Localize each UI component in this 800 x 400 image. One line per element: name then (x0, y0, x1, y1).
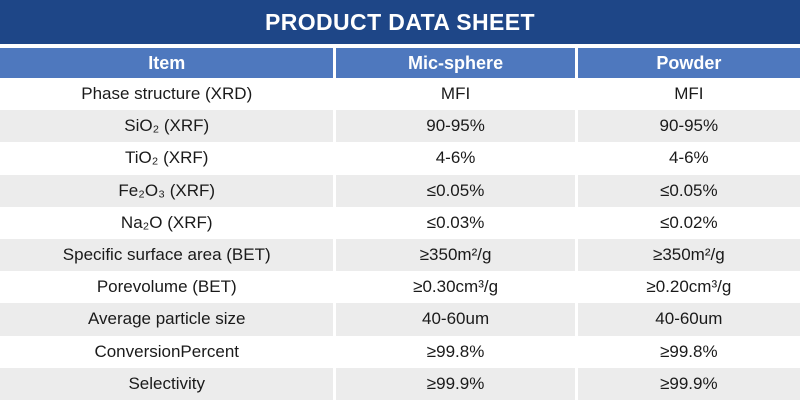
table-row: Selectivity ≥99.9% ≥99.9% (0, 367, 800, 400)
table-row: Porevolume (BET) ≥0.30cm³/g ≥0.20cm³/g (0, 271, 800, 304)
row-item-label: Porevolume (BET) (0, 271, 334, 304)
table-row: Specific surface area (BET) ≥350m²/g ≥350m… (0, 238, 800, 272)
title-divider (0, 44, 800, 48)
row-value: ≥99.8% (336, 335, 575, 368)
table-body: Phase structure (XRD) MFI MFI SiO₂ (XRF) 90-… (0, 78, 800, 400)
row-item-label: ConversionPercent (0, 335, 334, 368)
table-row: TiO₂ (XRF) 4-6% 4-6% (0, 142, 800, 175)
row-value: ≤0.03% (336, 206, 575, 239)
table-row: ConversionPercent ≥99.8% ≥99.8% (0, 335, 800, 368)
row-value: 40-60um (577, 303, 800, 336)
table-row: Fe₂O₃ (XRF) ≤0.05% ≤0.05% (0, 174, 800, 207)
row-value: ≤0.05% (577, 174, 800, 207)
row-value: ≥350m²/g (577, 238, 800, 272)
row-value: ≥0.30cm³/g (336, 271, 575, 304)
row-value: 90-95% (336, 110, 575, 143)
table-row: Phase structure (XRD) MFI MFI (0, 78, 800, 111)
column-header-mic-sphere: Mic-sphere (336, 48, 575, 78)
row-item-label: Specific surface area (BET) (0, 238, 334, 272)
row-item-label: Phase structure (XRD) (0, 78, 334, 111)
row-item-label: SiO₂ (XRF) (0, 110, 334, 143)
row-value: ≥99.9% (336, 367, 575, 400)
row-value: 90-95% (577, 110, 800, 143)
row-value: ≥99.8% (577, 335, 800, 368)
row-value: MFI (577, 78, 800, 111)
row-value: ≥350m²/g (336, 238, 575, 272)
row-item-label: Fe₂O₃ (XRF) (0, 174, 334, 207)
row-value: 4-6% (577, 142, 800, 175)
column-header-item: Item (0, 48, 334, 78)
row-value: ≤0.02% (577, 206, 800, 239)
page-title: PRODUCT DATA SHEET (265, 8, 535, 35)
table-header-row: Item Mic-sphere Powder (0, 48, 800, 78)
row-item-label: Na₂O (XRF) (0, 206, 334, 239)
row-value: ≥99.9% (577, 367, 800, 400)
row-value: 4-6% (336, 142, 575, 175)
row-value: MFI (336, 78, 575, 111)
row-item-label: Selectivity (0, 367, 334, 400)
table-row: Average particle size 40-60um 40-60um (0, 303, 800, 336)
table-row: SiO₂ (XRF) 90-95% 90-95% (0, 110, 800, 143)
row-item-label: Average particle size (0, 303, 334, 336)
column-header-powder: Powder (577, 48, 800, 78)
table-row: Na₂O (XRF) ≤0.03% ≤0.02% (0, 206, 800, 239)
row-value: ≥0.20cm³/g (577, 271, 800, 304)
row-value: ≤0.05% (336, 174, 575, 207)
row-value: 40-60um (336, 303, 575, 336)
data-table: Item Mic-sphere Powder Phase structure (… (0, 48, 800, 400)
title-bar: PRODUCT DATA SHEET (0, 0, 800, 44)
row-item-label: TiO₂ (XRF) (0, 142, 334, 175)
